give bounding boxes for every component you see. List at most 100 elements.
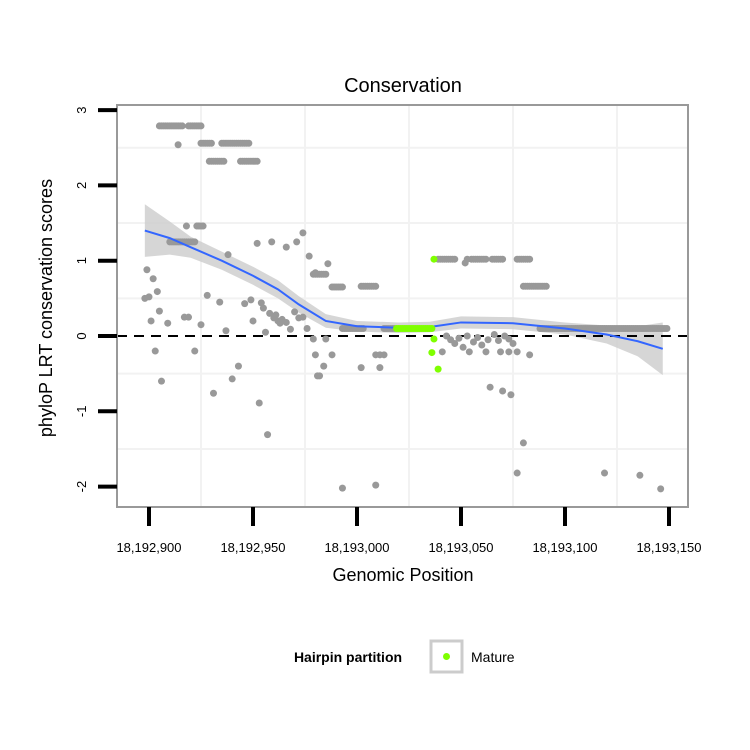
data-point	[324, 260, 332, 268]
data-point	[247, 296, 255, 304]
data-point	[291, 308, 299, 316]
data-point	[282, 318, 290, 326]
plot-background	[117, 105, 688, 507]
data-point	[268, 238, 276, 246]
x-tick-label: 18,193,150	[636, 540, 701, 555]
data-point	[203, 291, 211, 299]
data-point	[147, 317, 155, 325]
plot-border	[116, 104, 689, 508]
data-point	[455, 334, 463, 342]
data-point	[484, 336, 492, 344]
data-point	[266, 309, 274, 317]
data-point	[311, 269, 319, 277]
data-point	[338, 283, 346, 291]
data-point	[259, 304, 267, 312]
data-point	[157, 377, 165, 385]
data-point	[197, 122, 205, 130]
data-point	[153, 288, 161, 296]
data-point	[303, 324, 311, 332]
legend: Hairpin partition Mature	[294, 639, 515, 674]
data-point	[507, 391, 515, 399]
data-point	[505, 348, 513, 356]
data-point	[463, 332, 471, 340]
data-point	[245, 139, 253, 147]
data-point	[601, 469, 609, 477]
x-axis-label: Genomic Position	[332, 565, 473, 585]
data-point	[465, 348, 473, 356]
y-axis-label: phyloP LRT conservation scores	[36, 179, 56, 437]
data-point	[209, 389, 217, 397]
data-point	[145, 293, 153, 301]
data-point	[505, 335, 513, 343]
data-point	[199, 222, 207, 230]
data-point	[338, 484, 346, 492]
data-point	[376, 364, 384, 372]
x-tick-label: 18,193,100	[532, 540, 597, 555]
data-point	[657, 485, 665, 493]
data-point	[494, 337, 502, 345]
data-points	[141, 122, 671, 493]
data-point	[478, 341, 486, 349]
mature-point	[434, 365, 442, 373]
data-point	[322, 270, 330, 278]
data-point	[357, 364, 365, 372]
data-point	[469, 338, 477, 346]
data-point	[372, 282, 380, 290]
data-point	[191, 347, 199, 355]
data-point	[459, 343, 467, 351]
data-point	[253, 239, 261, 247]
data-point	[249, 317, 257, 325]
legend-label-mature: Mature	[471, 649, 515, 665]
y-tick-label: 3	[74, 106, 89, 113]
smooth-line	[144, 229, 664, 350]
data-point	[509, 340, 517, 348]
data-point	[178, 122, 186, 130]
data-point	[663, 324, 671, 332]
y-tick-label: -2	[74, 481, 89, 493]
mature-point	[428, 349, 436, 357]
data-point	[174, 141, 182, 149]
data-point	[197, 321, 205, 329]
data-point	[311, 351, 319, 359]
data-point	[149, 275, 157, 283]
data-point	[185, 313, 193, 321]
data-point	[151, 347, 159, 355]
data-point	[282, 243, 290, 251]
data-point	[490, 330, 498, 338]
data-point	[497, 348, 505, 356]
data-point	[253, 157, 261, 165]
x-tick-label: 18,192,900	[116, 540, 181, 555]
mature-point	[430, 255, 438, 263]
data-point	[328, 351, 336, 359]
data-point	[320, 362, 328, 370]
data-point	[474, 334, 482, 342]
data-point	[207, 139, 215, 147]
x-axis: 18,192,900 18,192,950 18,193,000 18,193,050…	[116, 507, 702, 555]
data-point	[482, 255, 490, 263]
data-point	[526, 351, 534, 359]
data-point	[293, 238, 301, 246]
y-tick-label: 0	[74, 332, 89, 339]
data-point	[143, 266, 151, 274]
chart-title: Conservation	[344, 75, 462, 97]
x-tick-label: 18,192,950	[220, 540, 285, 555]
data-point	[228, 375, 236, 383]
data-point	[499, 255, 507, 263]
data-point	[299, 313, 307, 321]
data-point	[451, 255, 459, 263]
data-point	[438, 348, 446, 356]
data-point	[264, 431, 272, 439]
mature-points	[393, 255, 442, 373]
data-point	[255, 399, 263, 407]
data-point	[513, 469, 521, 477]
data-point	[322, 335, 330, 343]
data-point	[499, 387, 507, 395]
data-point	[220, 157, 228, 165]
data-point	[191, 238, 199, 246]
data-point	[216, 298, 224, 306]
data-point	[222, 327, 230, 335]
data-point	[286, 325, 294, 333]
y-axis: 3 2 1 0 -1 -2	[74, 106, 117, 492]
data-point	[482, 348, 490, 356]
